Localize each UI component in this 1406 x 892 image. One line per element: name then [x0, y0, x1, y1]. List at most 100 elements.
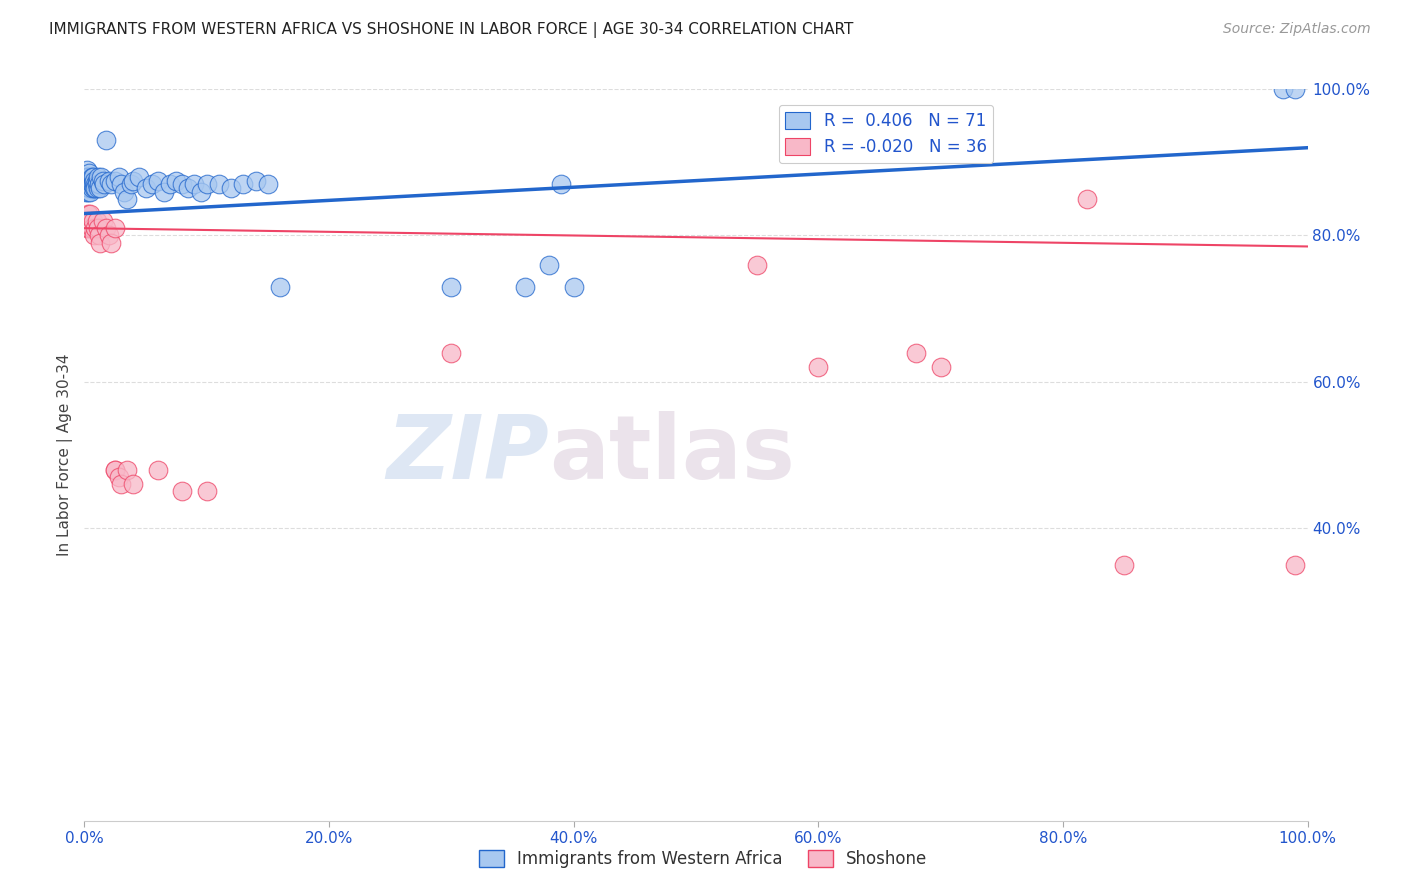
Point [183, 178, 205, 192]
Point [84, 221, 107, 235]
Point [104, 173, 127, 188]
Point [146, 462, 169, 476]
Point [89, 181, 111, 195]
Point [107, 470, 129, 484]
Point [91, 173, 114, 188]
Point [77, 221, 100, 235]
Point [86, 214, 108, 228]
Point [245, 173, 267, 188]
Point [929, 360, 952, 375]
Point [87, 181, 110, 195]
Point [96, 221, 118, 235]
Point [86, 173, 108, 188]
Point [80, 178, 103, 192]
Point [77, 185, 100, 199]
Point [76, 162, 98, 177]
Point [79, 206, 101, 220]
Point [190, 185, 212, 199]
Point [83, 228, 105, 243]
Point [112, 185, 135, 199]
Point [172, 484, 194, 499]
Point [141, 178, 163, 192]
Point [75, 214, 97, 228]
Point [76, 221, 98, 235]
Point [77, 206, 100, 220]
Point [195, 484, 218, 499]
Point [75, 185, 97, 199]
Point [128, 169, 150, 184]
Point [76, 169, 98, 184]
Point [110, 477, 132, 491]
Point [75, 169, 97, 184]
Point [257, 178, 280, 192]
Point [747, 258, 769, 272]
Point [104, 462, 127, 476]
Point [79, 178, 101, 192]
Point [122, 173, 145, 188]
Point [135, 181, 157, 195]
Point [84, 178, 107, 192]
Point [120, 178, 142, 192]
Point [1272, 82, 1295, 96]
Text: Source: ZipAtlas.com: Source: ZipAtlas.com [1223, 22, 1371, 37]
Point [93, 178, 115, 192]
Text: atlas: atlas [550, 411, 794, 499]
Point [104, 221, 127, 235]
Point [172, 178, 194, 192]
Point [269, 279, 291, 293]
Point [107, 169, 129, 184]
Point [115, 462, 138, 476]
Point [177, 181, 200, 195]
Legend: Immigrants from Western Africa, Shoshone: Immigrants from Western Africa, Shoshone [472, 843, 934, 875]
Point [1284, 82, 1306, 96]
Y-axis label: In Labor Force | Age 30-34: In Labor Force | Age 30-34 [58, 353, 73, 557]
Point [77, 173, 100, 188]
Point [1284, 558, 1306, 572]
Point [83, 173, 105, 188]
Point [86, 178, 108, 192]
Point [83, 181, 105, 195]
Point [97, 228, 120, 243]
Point [550, 178, 572, 192]
Point [77, 214, 100, 228]
Point [165, 173, 187, 188]
Point [208, 178, 231, 192]
Point [82, 178, 104, 192]
Point [159, 178, 181, 192]
Point [76, 178, 98, 192]
Point [115, 192, 138, 206]
Point [96, 133, 118, 147]
Point [77, 166, 100, 180]
Point [104, 462, 127, 476]
Point [513, 279, 536, 293]
Text: ZIP: ZIP [387, 411, 550, 499]
Text: IMMIGRANTS FROM WESTERN AFRICA VS SHOSHONE IN LABOR FORCE | AGE 30-34 CORRELATIO: IMMIGRANTS FROM WESTERN AFRICA VS SHOSHO… [49, 22, 853, 38]
Point [97, 173, 120, 188]
Point [77, 169, 100, 184]
Point [87, 221, 110, 235]
Point [153, 185, 176, 199]
Point [75, 178, 97, 192]
Point [562, 279, 585, 293]
Point [82, 169, 104, 184]
Point [1114, 558, 1136, 572]
Point [195, 178, 218, 192]
Point [110, 178, 132, 192]
Point [146, 173, 169, 188]
Point [100, 178, 122, 192]
Point [80, 181, 103, 195]
Point [440, 279, 463, 293]
Point [87, 169, 110, 184]
Point [84, 181, 107, 195]
Point [82, 173, 104, 188]
Point [79, 173, 101, 188]
Point [80, 169, 103, 184]
Point [232, 178, 254, 192]
Point [219, 181, 242, 195]
Point [80, 221, 103, 235]
Point [91, 214, 114, 228]
Point [77, 178, 100, 192]
Point [77, 173, 100, 188]
Point [905, 345, 928, 359]
Point [87, 228, 110, 243]
